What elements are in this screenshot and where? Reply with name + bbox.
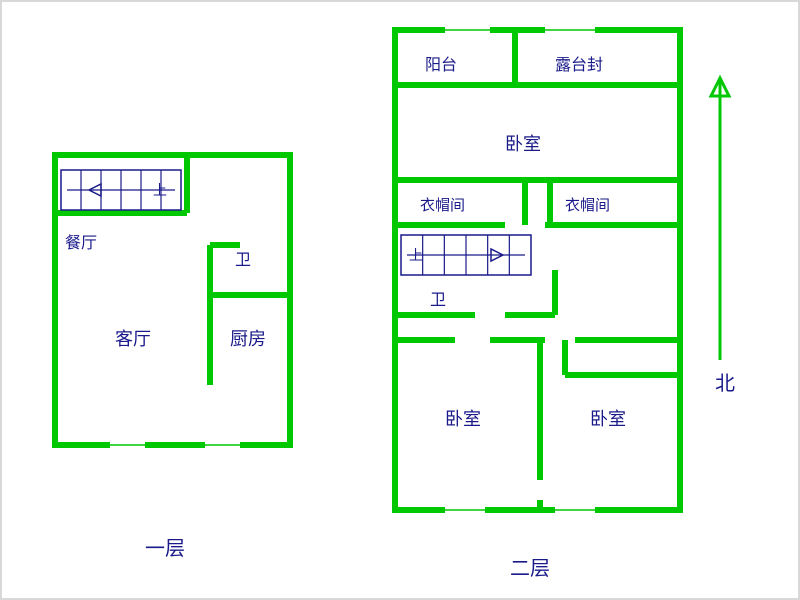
wall [537,340,543,480]
label-toilet2: 卫 [430,292,446,309]
wall [522,180,528,225]
wall [595,27,683,33]
wall [575,337,680,343]
wall [52,442,110,448]
wall [395,312,475,318]
floor1-label: 一层 [145,538,185,560]
wall [392,30,398,510]
label-bedroom-n: 卧室 [505,134,541,154]
floor2-label: 二层 [510,558,550,580]
wall [210,292,290,298]
wall [595,507,683,513]
wall [392,507,445,513]
wall [562,340,568,375]
wall [677,30,683,510]
wall [392,27,445,33]
label-closet-r: 衣帽间 [565,197,610,214]
label-bedroom-sw: 卧室 [445,409,481,429]
label-balcony: 阳台 [425,56,457,74]
label-dining: 餐厅 [65,234,97,252]
label-living: 客厅 [115,329,151,349]
wall [52,155,58,445]
label-toilet1: 卫 [235,252,251,269]
wall [547,180,553,225]
floor2-stairs-label: 上 [409,247,423,263]
wall [552,270,558,315]
label-bedroom-se: 卧室 [590,409,626,429]
wall [184,155,190,213]
wall [565,372,680,378]
label-terrace: 露台封 [555,56,603,74]
wall [287,155,293,445]
label-kitchen: 厨房 [230,329,266,349]
floor1-stairs-label: 上 [153,182,167,198]
wall [505,312,555,318]
wall [55,210,187,216]
wall [240,442,293,448]
wall [145,442,205,448]
wall [395,337,455,343]
floor-plan-canvas: 上餐厅客厅厨房卫一层上阳台露台封卧室衣帽间衣帽间卫卧室卧室二层北 [0,0,800,600]
north-label: 北 [715,372,735,395]
wall [490,337,545,343]
wall [645,222,680,228]
wall [52,152,293,158]
wall [207,245,213,275]
wall [395,222,505,228]
wall [537,500,543,510]
label-closet-l: 衣帽间 [420,197,465,214]
wall [485,507,555,513]
wall [210,242,240,248]
wall [395,177,680,183]
wall [512,30,518,85]
wall [395,82,680,88]
